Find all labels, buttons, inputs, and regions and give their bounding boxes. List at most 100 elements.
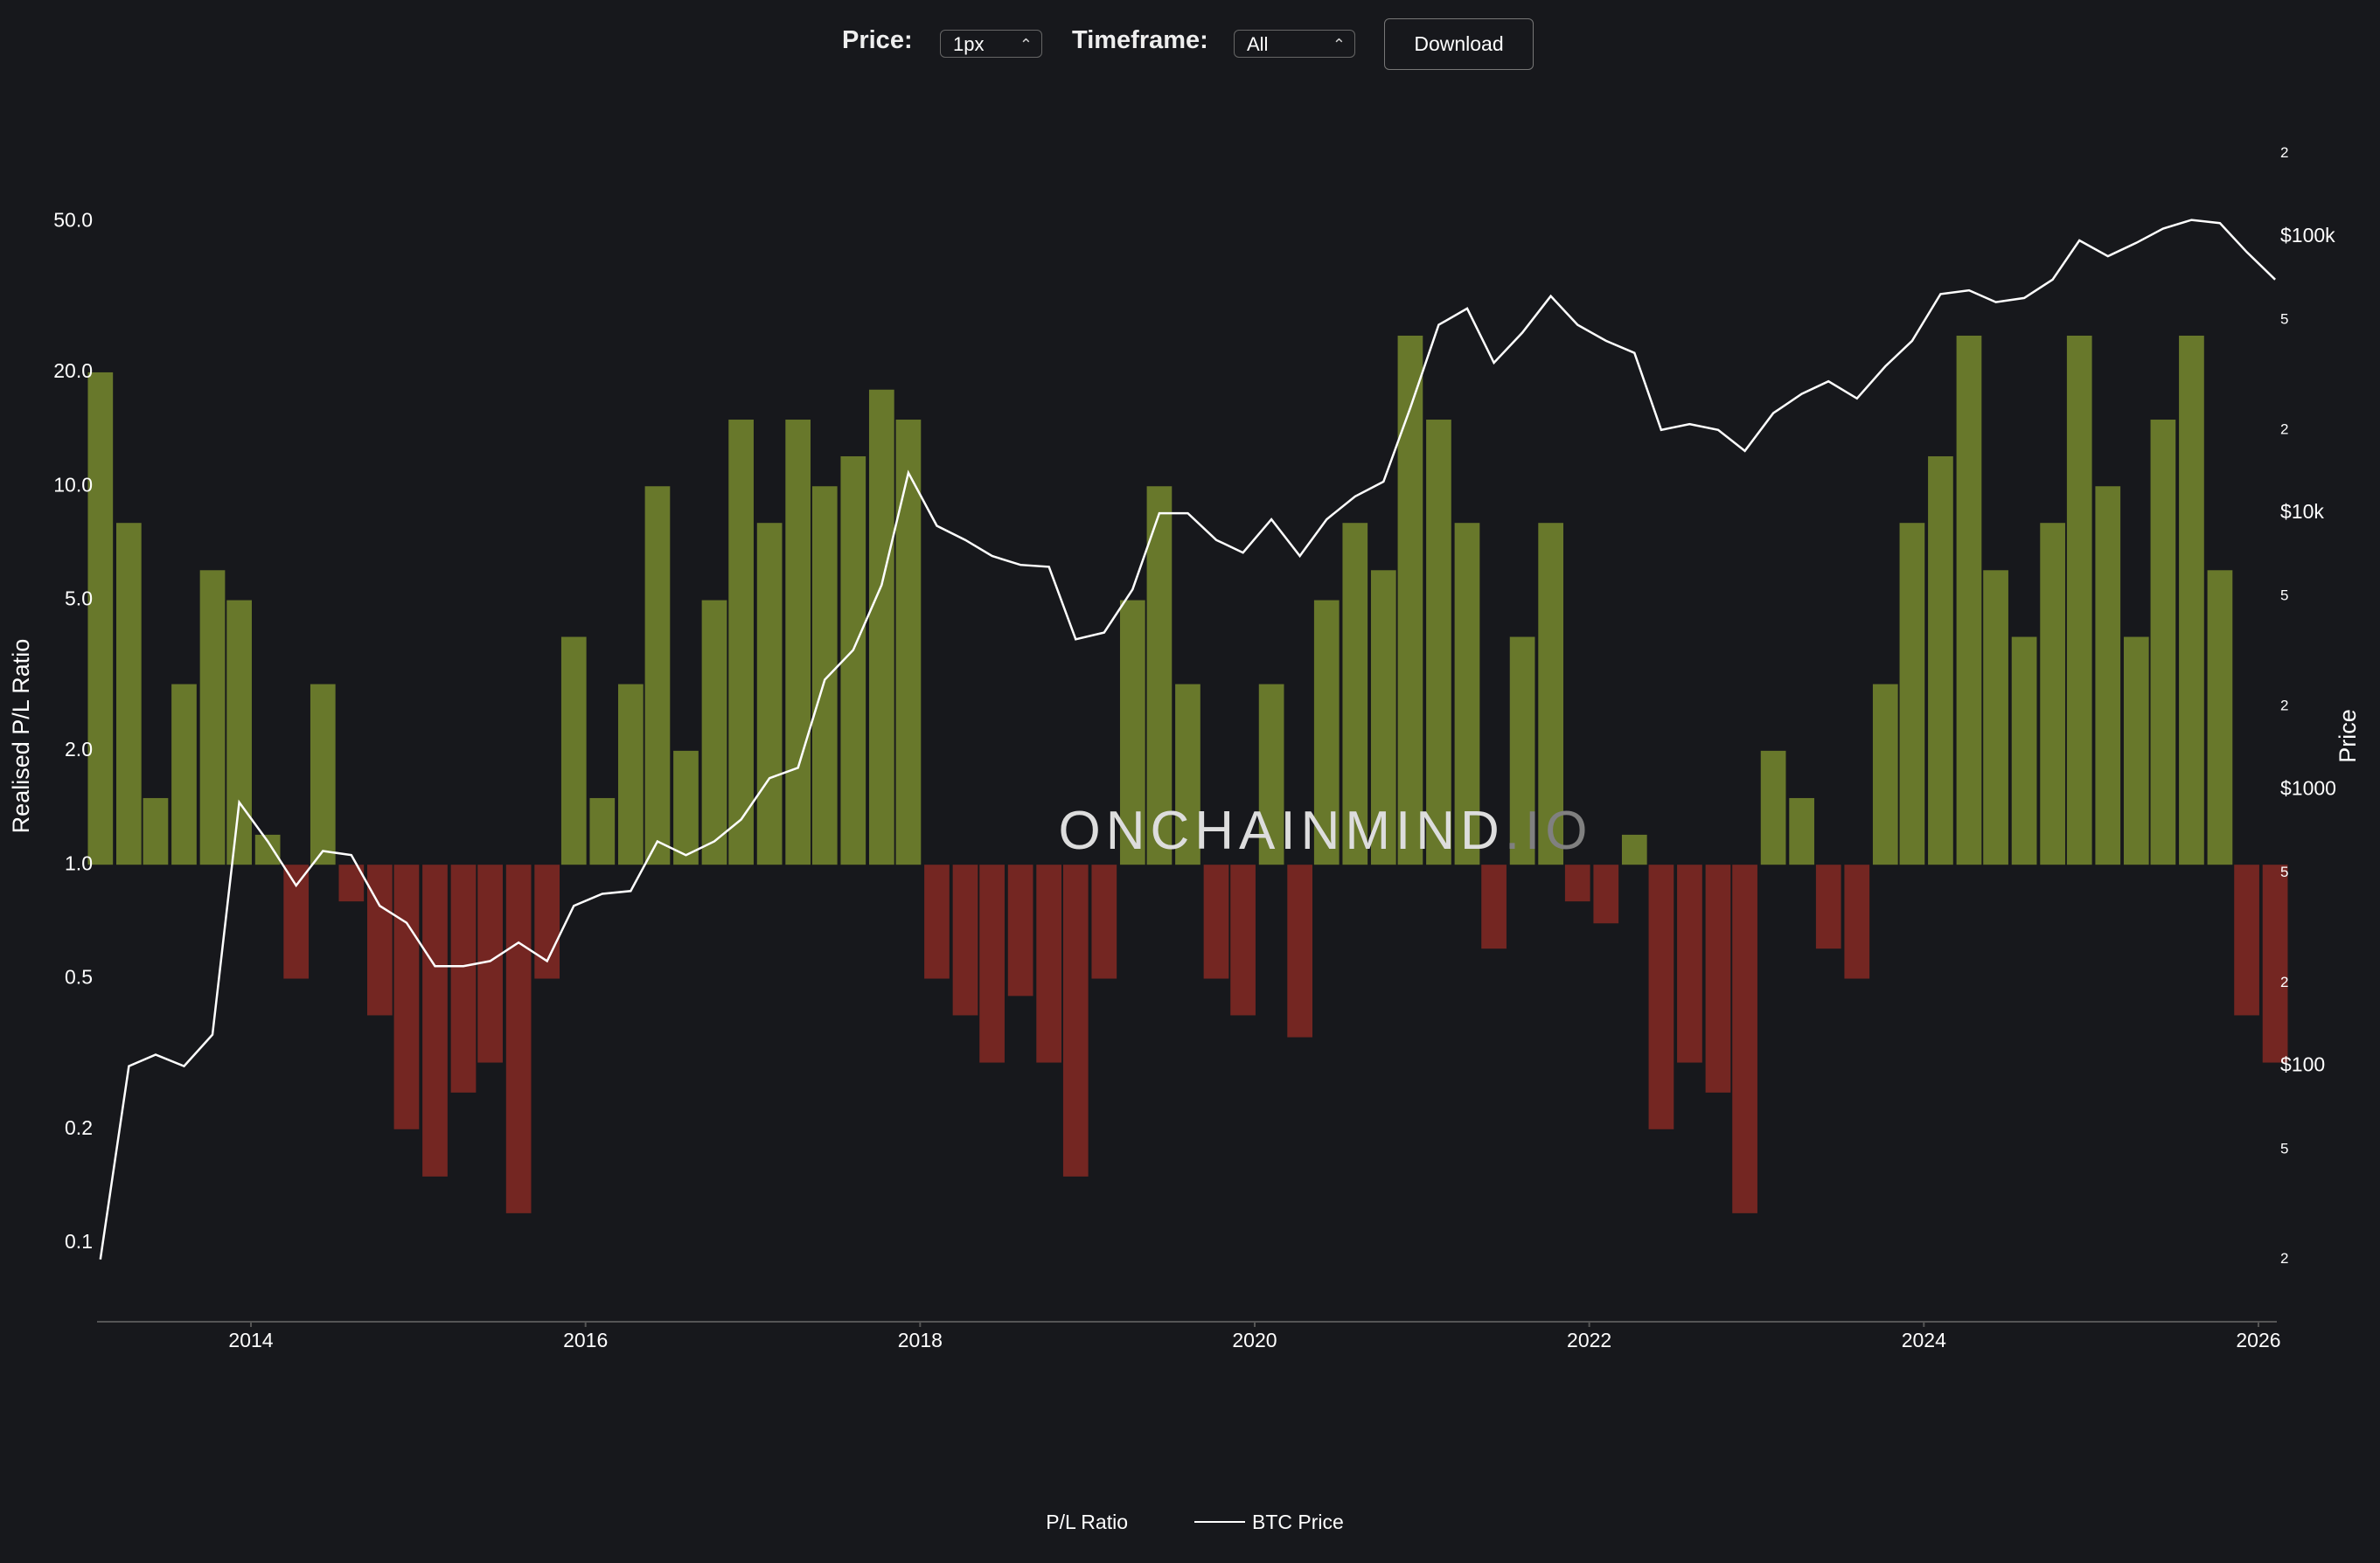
y2-tick-label: 2 [2280,420,2288,437]
y2-tick-label: $100 [2280,1053,2325,1076]
bar [1287,865,1312,1038]
y2-tick-label: 5 [2280,587,2288,604]
bar [2262,865,2288,1063]
x-tick-label: 2016 [563,1329,608,1351]
bar [1789,797,1814,865]
bar [673,750,699,865]
bar [1844,865,1870,979]
bar [1564,865,1590,902]
y-axis-title: Realised P/L Ratio [8,639,34,834]
bar [1732,865,1757,1213]
bar [2150,420,2176,865]
bar [1119,600,1145,865]
bar [393,865,420,1129]
bar [2011,636,2037,865]
bar [199,570,226,865]
y2-tick-label: 2 [2280,1250,2288,1267]
bar [1230,865,1256,1016]
bar [1258,684,1284,865]
bar [2095,486,2121,865]
y2-tick-label: 2 [2280,698,2288,714]
bar [979,865,1005,1063]
bar [756,523,783,865]
bar [1677,865,1702,1063]
bar [1899,523,1925,865]
bar [1872,684,1898,865]
bar [143,797,169,865]
x-tick-label: 2026 [2236,1329,2280,1351]
bar [1426,420,1451,865]
y2-tick-label: $1000 [2280,776,2336,799]
y-tick-label: 50.0 [53,209,93,232]
bar [450,865,477,1093]
bar [171,684,197,865]
bar [87,372,114,865]
y2-tick-label: 2 [2280,144,2288,161]
y2-tick-label: $10k [2280,500,2324,523]
y-tick-label: 5.0 [65,587,93,610]
bar [505,865,532,1213]
bar [1397,335,1423,865]
bar [1481,865,1507,949]
bar [283,865,310,979]
watermark-main: ONCHAINMIND [1058,801,1504,861]
bar [2234,865,2259,1016]
bar [254,834,281,865]
x-tick-label: 2024 [1902,1329,1946,1351]
watermark-suffix: .IO [1505,801,1593,861]
bar [1621,834,1647,865]
bar [1091,865,1117,979]
x-tick-label: 2018 [898,1329,943,1351]
bar [1956,335,1982,865]
bar [840,455,866,865]
bar [1538,523,1563,865]
bar [1705,865,1731,1093]
legend-entry: BTC Price [1252,1511,1344,1533]
bar [226,600,252,865]
bar [1313,600,1340,865]
bar [2066,335,2092,865]
bar [701,600,727,865]
bar [952,865,978,1016]
y-tick-label: 0.5 [65,966,93,989]
bar [811,486,838,865]
price-label: Price: [842,26,913,54]
bar [2207,570,2233,865]
y-tick-label: 10.0 [53,473,93,496]
bar [560,636,587,865]
timeframe-label: Timeframe: [1072,26,1208,54]
bar [116,523,142,865]
bar [1509,636,1535,865]
legend-entry: P/L Ratio [1046,1511,1128,1533]
bar [1062,865,1089,1177]
price-select[interactable]: 1px [940,30,1042,59]
y-tick-label: 2.0 [65,738,93,761]
bar [1175,684,1200,865]
bar [310,684,336,865]
bar [1342,523,1368,865]
bar [2179,335,2204,865]
download-button[interactable]: Download [1384,18,1534,70]
bar [1983,570,2008,865]
y2-tick-label: 5 [2280,310,2288,327]
bar [1370,570,1396,865]
bar [1815,865,1841,949]
y2-tick-label: 5 [2280,1140,2288,1157]
x-tick-label: 2014 [228,1329,273,1351]
bar [868,389,894,865]
bar [422,865,448,1177]
bar [728,420,754,865]
y2-tick-label: $100k [2280,224,2335,247]
bar [1928,455,1953,865]
bar [644,486,671,865]
bar [1146,486,1173,865]
x-tick-label: 2020 [1232,1329,1277,1351]
x-tick-label: 2022 [1567,1329,1611,1351]
y-tick-label: 0.2 [65,1116,93,1139]
bar [785,420,811,865]
bar [1036,865,1062,1063]
y2-axis-title: Price [2335,709,2361,763]
timeframe-select[interactable]: All [1234,30,1355,59]
y2-tick-label: 5 [2280,864,2288,880]
